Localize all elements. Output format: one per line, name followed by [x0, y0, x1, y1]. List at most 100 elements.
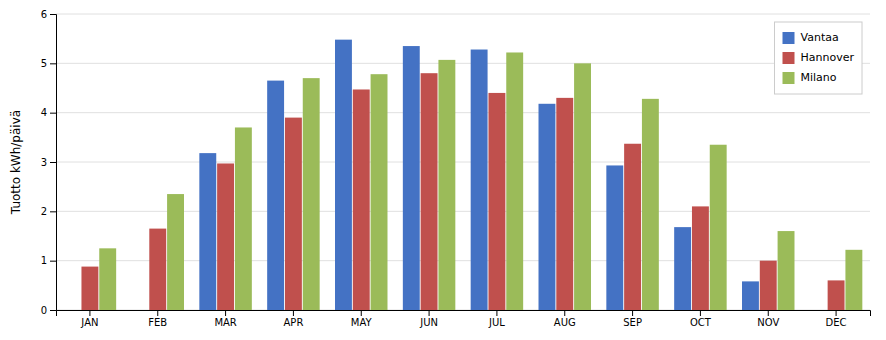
x-tick-mark [836, 310, 837, 316]
x-tick-mark [89, 310, 90, 316]
y-tick: 3 [41, 157, 56, 168]
bar [810, 310, 827, 311]
bar [488, 93, 505, 310]
x-tick: APR [284, 310, 304, 328]
bar [624, 144, 641, 310]
bar [267, 81, 284, 310]
bar [742, 281, 759, 310]
grid-line [56, 162, 870, 163]
bar [506, 52, 523, 310]
y-tick: 4 [41, 107, 56, 118]
x-tick-label: FEB [148, 317, 167, 328]
y-tick-label: 5 [41, 58, 47, 69]
x-tick: FEB [148, 310, 167, 328]
legend-swatch [783, 32, 795, 44]
y-tick-mark [50, 63, 56, 64]
y-tick: 6 [41, 9, 56, 20]
x-tick-label: JUL [488, 317, 505, 328]
y-tick: 1 [41, 255, 56, 266]
y-tick: 2 [41, 206, 56, 217]
x-tick: AUG [554, 310, 576, 328]
x-tick-label: MAR [214, 317, 236, 328]
x-tick: JUL [488, 310, 505, 328]
x-tick: SEP [623, 310, 642, 328]
y-tick-mark [50, 14, 56, 15]
bar [845, 250, 862, 310]
bar [471, 50, 488, 310]
y-tick-mark [50, 113, 56, 114]
bar [421, 73, 438, 310]
x-tick-mark [293, 310, 294, 316]
bar [692, 206, 709, 310]
x-tick-label: DEC [826, 317, 847, 328]
y-axis-line [50, 15, 57, 311]
bar [285, 118, 302, 310]
x-tick: MAR [214, 310, 236, 328]
bar [235, 127, 252, 310]
x-tick: NOV [757, 310, 779, 328]
y-tick-label: 1 [41, 255, 47, 266]
bar [199, 153, 216, 310]
x-tick: OCT [690, 310, 712, 328]
bar-series [199, 40, 759, 310]
x-tick: JAN [80, 310, 98, 328]
bar [371, 74, 388, 310]
legend: Vantaa Hannover Milano [775, 22, 863, 94]
x-tick-label: AUG [554, 317, 576, 328]
x-tick-mark [496, 310, 497, 316]
legend-label: Vantaa [801, 31, 839, 44]
x-axis-line [57, 311, 871, 317]
y-tick-mark [50, 261, 56, 262]
x-tick-label: JAN [80, 317, 98, 328]
bar-series [81, 73, 844, 310]
legend-item: Hannover [783, 51, 855, 64]
bar [539, 104, 556, 310]
y-tick-label: 2 [41, 206, 47, 217]
x-tick-label: NOV [757, 317, 779, 328]
bar [353, 89, 370, 310]
legend-swatch [783, 72, 795, 84]
bar [99, 248, 116, 310]
grid-line [56, 14, 870, 15]
y-tick-mark [50, 211, 56, 212]
grid-line [56, 63, 870, 64]
chart: JANFEBMARAPRMAYJUNJULAUGSEPOCTNOVDEC0123… [0, 0, 886, 340]
legend-label: Milano [801, 71, 837, 84]
x-tick-mark [632, 310, 633, 316]
bar [828, 280, 845, 310]
y-axis: 0 1 2 3 4 5 6 [41, 9, 57, 316]
x-tick-label: JUN [419, 317, 438, 328]
y-tick-mark [50, 310, 56, 311]
bar [149, 229, 166, 310]
y-tick-label: 4 [41, 107, 47, 118]
grid [56, 14, 870, 310]
x-axis: JANFEBMARAPRMAYJUNJULAUGSEPOCTNOVDEC [57, 310, 871, 328]
legend-box [775, 22, 863, 94]
legend-label: Hannover [801, 51, 855, 64]
bar [438, 60, 455, 310]
y-axis-title: Tuotto kWh/päivä [9, 110, 23, 215]
y-tick: 5 [41, 58, 56, 69]
y-tick-mark [50, 162, 56, 163]
y-tick-label: 3 [41, 157, 47, 168]
x-tick-label: SEP [623, 317, 642, 328]
legend-item: Vantaa [783, 31, 839, 44]
x-tick-mark [157, 310, 158, 316]
legend-swatch [783, 52, 795, 64]
bar [217, 163, 234, 310]
bar [760, 261, 777, 310]
bar [335, 40, 352, 310]
x-tick: DEC [826, 310, 847, 328]
bar [574, 63, 591, 310]
x-tick-mark [429, 310, 430, 316]
bar [303, 78, 320, 310]
y-tick: 0 [41, 305, 56, 316]
bar [132, 310, 149, 311]
x-tick-mark [564, 310, 565, 316]
legend-item: Milano [783, 71, 837, 84]
bar [606, 165, 623, 310]
grid-line [56, 112, 870, 113]
bar [81, 267, 98, 310]
bar [167, 194, 184, 310]
plot: JANFEBMARAPRMAYJUNJULAUGSEPOCTNOVDEC0123… [41, 9, 871, 328]
